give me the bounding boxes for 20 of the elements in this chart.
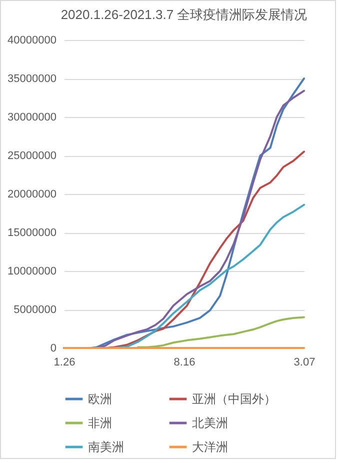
y-tick-label: 20000000 — [8, 188, 56, 200]
legend-label: 亚洲（中国外） — [192, 392, 276, 406]
legend-label: 北美洲 — [192, 416, 228, 430]
legend-label: 大洋洲 — [192, 440, 228, 454]
x-tick-label: 8.16 — [174, 356, 196, 368]
y-tick-label: 35000000 — [8, 73, 56, 85]
y-tick-label: 5000000 — [14, 304, 56, 316]
x-tick-label: 1.26 — [54, 356, 76, 368]
legend-label: 南美洲 — [88, 440, 124, 454]
line-series — [136, 316, 305, 348]
y-tick-label: 40000000 — [8, 34, 56, 46]
y-tick-label: 15000000 — [8, 227, 56, 239]
y-tick-label: 10000000 — [8, 266, 56, 278]
legend-label: 欧洲 — [88, 392, 112, 406]
y-tick-label: 30000000 — [8, 112, 56, 124]
x-tick-label: 3.07 — [294, 356, 316, 368]
y-tick-label: 25000000 — [8, 150, 56, 162]
legend-label: 非洲 — [88, 416, 112, 430]
chart-title: 2020.1.26-2021.3.7 全球疫情洲际发展情况 — [60, 7, 308, 22]
y-tick-label: 0 — [50, 342, 56, 354]
